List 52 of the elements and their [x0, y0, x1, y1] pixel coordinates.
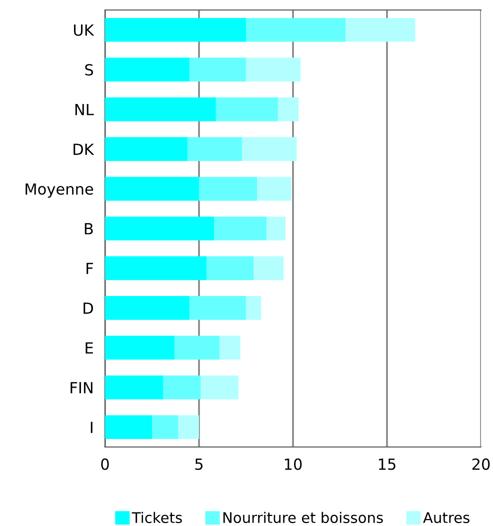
bar	[152, 415, 178, 440]
x-tick-label: 20	[472, 458, 490, 470]
x-tick-label: 15	[378, 458, 396, 470]
bar	[266, 216, 286, 240]
bar	[105, 97, 216, 122]
y-tick-label: Moyenne	[26, 183, 94, 198]
y-tick-label: D	[84, 302, 93, 314]
legend-label: Autres	[423, 512, 470, 524]
bar	[163, 375, 201, 400]
bar	[246, 296, 262, 320]
bar	[105, 296, 190, 320]
bar	[105, 216, 214, 240]
bar	[246, 18, 346, 42]
bar	[190, 296, 246, 320]
legend-label: Nourriture et boissons	[223, 512, 383, 524]
y-tick-label: B	[84, 223, 93, 234]
y-tick-label: DK	[74, 144, 94, 155]
bar	[214, 216, 267, 240]
bar	[246, 58, 301, 82]
bar	[105, 375, 164, 400]
bar	[242, 137, 297, 161]
x-tick-label: 0	[101, 458, 109, 470]
legend-label: Tickets	[132, 512, 182, 524]
bar	[346, 18, 416, 42]
bar	[105, 256, 207, 280]
bar	[178, 415, 199, 440]
bar	[199, 176, 258, 201]
bar	[105, 336, 175, 360]
y-tick-label: I	[90, 422, 92, 433]
bar	[278, 97, 299, 122]
bar	[254, 256, 284, 280]
bar	[200, 375, 238, 400]
bar	[190, 58, 246, 82]
y-tick-label: NL	[75, 104, 94, 116]
y-tick-label: UK	[74, 24, 94, 36]
bar	[206, 256, 254, 280]
bar	[105, 176, 199, 201]
bar	[105, 137, 188, 161]
bar	[105, 58, 190, 82]
bar	[188, 137, 242, 161]
bar	[105, 415, 152, 440]
bar	[216, 97, 278, 122]
bar	[174, 336, 220, 360]
bar	[257, 176, 292, 201]
x-tick-label: 10	[284, 458, 302, 470]
y-tick-label: FIN	[70, 382, 92, 394]
y-tick-label: S	[85, 64, 94, 76]
bar	[105, 18, 246, 42]
x-tick-label: 5	[195, 458, 203, 470]
y-tick-label: F	[86, 262, 93, 274]
y-tick-label: E	[86, 342, 93, 354]
bar	[220, 336, 240, 360]
